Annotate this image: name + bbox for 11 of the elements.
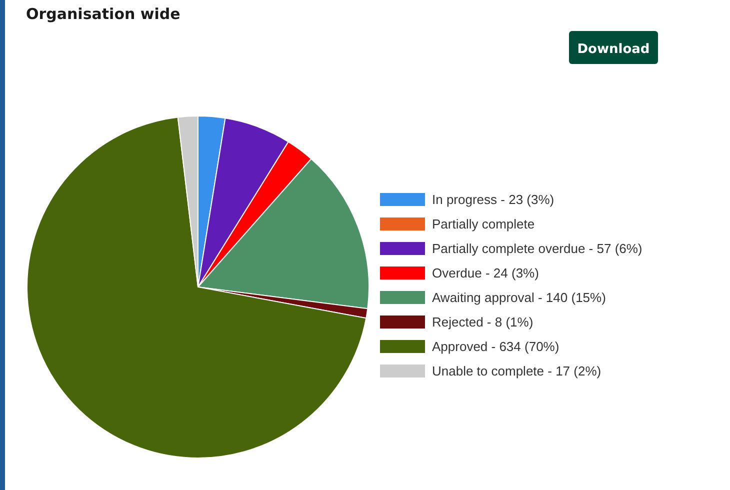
legend-label: Overdue - 24 (3%) [432,266,539,280]
legend-label: Partially complete [432,216,535,232]
pie-slice [26,116,367,458]
legend-label: In progress - 23 (3%) [432,192,554,207]
legend-label: Rejected - 8 (1%) [432,314,534,330]
legend-label: Unable to complete - 17 (2%) [432,364,602,378]
legend-label: Partially complete overdue - 57 (6%) [432,241,642,256]
chart-title: Organisation wide [26,5,180,23]
legend-label: Awaiting approval - 140 (15%) [432,290,606,305]
download-button: Download [569,31,658,64]
legend-label: Approved - 634 (70%) [432,339,560,354]
